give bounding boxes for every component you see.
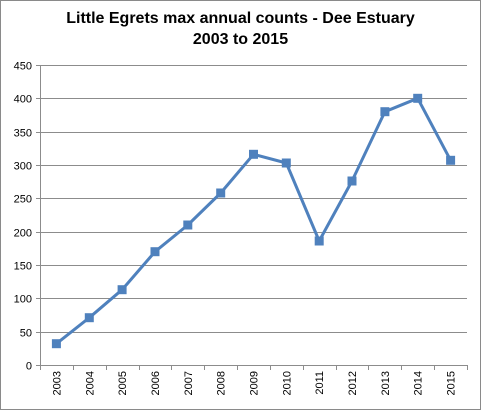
- data-point-marker: [314, 236, 324, 246]
- data-point-marker: [413, 93, 423, 103]
- y-tick-label: 200: [14, 228, 32, 240]
- x-tick-label: 2006: [150, 371, 162, 395]
- x-tick-label: 2012: [347, 371, 359, 395]
- x-tick-label: 2004: [84, 371, 96, 395]
- data-point-marker: [84, 313, 94, 323]
- x-tick-label: 2008: [216, 371, 228, 395]
- x-tick-label: 2007: [183, 371, 195, 395]
- data-point-marker: [150, 247, 160, 257]
- data-point-marker: [216, 188, 226, 198]
- y-tick-label: 350: [14, 128, 32, 140]
- chart-title-line-1: Little Egrets max annual counts - Dee Es…: [66, 10, 415, 27]
- x-tick-label: 2013: [380, 371, 392, 395]
- x-tick-labels: 2003 2004 2005 2006 2007 2008 2009 2010 2011 2012…: [51, 371, 457, 395]
- x-tick-label: 2003: [51, 371, 63, 395]
- data-point-marker: [281, 158, 291, 168]
- x-tick-label: 2005: [117, 371, 129, 395]
- data-point-marker: [380, 107, 390, 117]
- x-tick-label: 2010: [281, 371, 293, 395]
- series-line: [55, 96, 452, 345]
- data-point-marker: [117, 285, 127, 295]
- series-layer: [51, 93, 456, 349]
- x-tick-label: 2011: [314, 371, 326, 395]
- y-tick-label: 100: [14, 294, 32, 306]
- y-tick-labels: 0 50 100 150 200 250 300 350 400 450: [14, 61, 32, 373]
- y-tick-label: 250: [14, 194, 32, 206]
- chart-title-line-2: 2003 to 2015: [192, 31, 289, 48]
- x-tick-label: 2009: [249, 371, 261, 395]
- data-point-marker: [51, 339, 61, 349]
- data-point-marker: [183, 220, 193, 230]
- y-tick-label: 150: [14, 261, 32, 273]
- data-point-marker: [249, 149, 258, 159]
- y-tick-label: 450: [14, 61, 32, 73]
- x-tick-label: 2014: [413, 371, 425, 395]
- data-point-marker: [446, 155, 456, 165]
- y-tick-label: 400: [14, 94, 32, 106]
- y-tick-label: 300: [14, 161, 32, 173]
- y-tick-label: 0: [26, 361, 32, 373]
- axes: [36, 65, 468, 370]
- data-point-marker: [347, 176, 357, 186]
- y-tick-label: 50: [20, 328, 32, 340]
- chart-title: Little Egrets max annual counts - Dee Es…: [1, 8, 480, 50]
- x-tick-label: 2015: [446, 371, 458, 395]
